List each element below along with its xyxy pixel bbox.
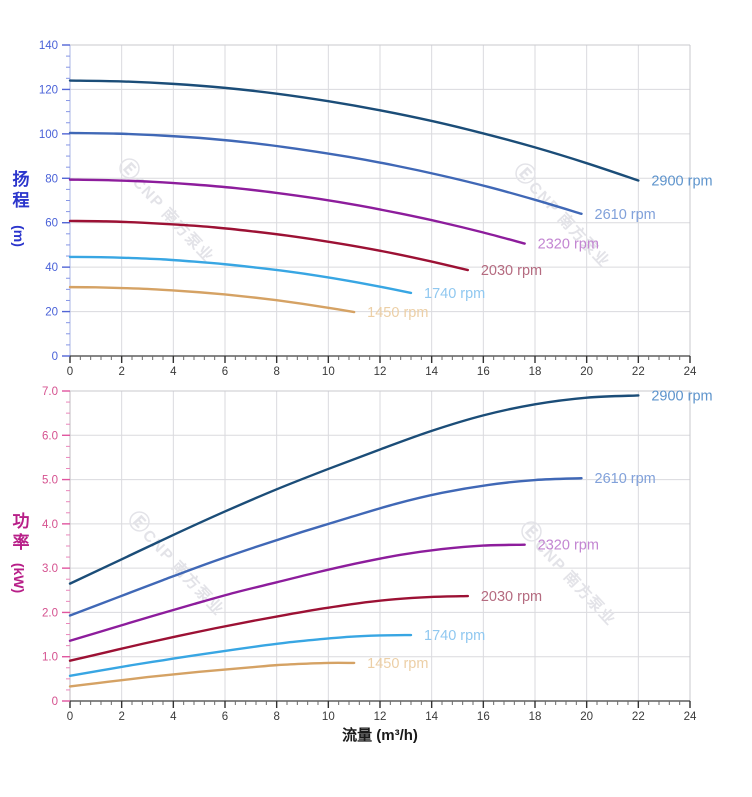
x-tick-label: 14	[425, 366, 438, 378]
series-label-1740-rpm: 1740 rpm	[424, 286, 485, 302]
series-label-2320-rpm: 2320 rpm	[538, 538, 599, 554]
x-tick-label: 18	[529, 366, 542, 378]
y-tick-label: 3.0	[42, 563, 58, 575]
flow-axis-title: 流量 (m³/h)	[342, 727, 418, 744]
x-tick-label: 12	[374, 366, 387, 378]
series-label-2610-rpm: 2610 rpm	[595, 471, 656, 487]
curve-1450-rpm	[68, 661, 356, 688]
curve-1740-rpm	[68, 633, 413, 677]
y-tick-label: 2.0	[42, 607, 58, 619]
curve-2030-rpm	[68, 594, 470, 662]
x-tick-label: 6	[222, 711, 228, 723]
x-tick-label: 24	[684, 366, 697, 378]
series-label-2320-rpm: 2320 rpm	[538, 237, 599, 253]
x-tick-label: 6	[222, 366, 228, 378]
series-label-2610-rpm: 2610 rpm	[595, 207, 656, 223]
series-label-2900-rpm: 2900 rpm	[651, 388, 712, 404]
curve-2320-rpm	[68, 178, 526, 245]
series-label-2030-rpm: 2030 rpm	[481, 589, 542, 605]
x-tick-label: 20	[580, 711, 593, 723]
y-tick-label: 80	[45, 173, 58, 185]
power-axis-title: 功率 (kW)	[4, 512, 34, 593]
x-tick-label: 0	[67, 711, 73, 723]
curve-2610-rpm	[68, 477, 583, 617]
x-tick-label: 14	[425, 711, 438, 723]
x-tick-label: 12	[374, 711, 387, 723]
y-tick-label: 0	[52, 351, 58, 363]
curve-2320-rpm	[68, 543, 526, 642]
x-tick-label: 16	[477, 711, 490, 723]
curve-2610-rpm	[68, 131, 583, 216]
y-tick-label: 100	[39, 129, 58, 141]
y-tick-label: 6.0	[42, 430, 58, 442]
series-label-2900-rpm: 2900 rpm	[651, 174, 712, 190]
cnp-watermark: ⒺCNP 南方泵业	[515, 516, 623, 630]
x-tick-label: 22	[632, 366, 645, 378]
x-tick-label: 2	[118, 711, 124, 723]
y-tick-label: 5.0	[42, 475, 58, 487]
x-tick-label: 10	[322, 366, 335, 378]
curve-2030-rpm	[68, 219, 470, 272]
y-tick-label: 120	[39, 84, 58, 96]
curve-1450-rpm	[68, 285, 356, 314]
y-tick-label: 0	[52, 696, 58, 708]
curve-1740-rpm	[68, 255, 413, 295]
y-tick-label: 4.0	[42, 519, 58, 531]
cnp-watermark-text: CNP 南方泵业	[525, 177, 614, 271]
x-tick-label: 8	[273, 366, 279, 378]
power-axis-title-text: 功率	[9, 512, 29, 554]
x-tick-label: 16	[477, 366, 490, 378]
x-tick-label: 22	[632, 711, 645, 723]
x-tick-label: 0	[67, 366, 73, 378]
head-axis-title: 扬程 (m)	[4, 170, 34, 247]
x-tick-label: 10	[322, 711, 335, 723]
head-axis-unit: (m)	[11, 225, 27, 247]
y-tick-label: 140	[39, 40, 58, 52]
x-tick-label: 4	[170, 711, 177, 723]
series-label-1450-rpm: 1450 rpm	[367, 305, 428, 321]
x-tick-label: 4	[170, 366, 177, 378]
x-tick-label: 24	[684, 711, 697, 723]
x-tick-label: 20	[580, 366, 593, 378]
power-axis-unit: (kW)	[11, 562, 28, 594]
y-tick-label: 40	[45, 262, 58, 274]
y-tick-label: 7.0	[42, 386, 58, 398]
series-label-1450-rpm: 1450 rpm	[367, 656, 428, 672]
series-label-1740-rpm: 1740 rpm	[424, 628, 485, 644]
y-tick-label: 20	[45, 307, 58, 319]
y-tick-label: 60	[45, 218, 58, 230]
y-tick-label: 1.0	[42, 652, 58, 664]
x-tick-label: 8	[273, 711, 279, 723]
x-tick-label: 2	[118, 366, 124, 378]
series-label-2030-rpm: 2030 rpm	[481, 263, 542, 279]
head-axis-title-text: 扬程	[9, 170, 29, 212]
cnp-watermark: ⒺCNP 南方泵业	[113, 153, 221, 267]
x-tick-label: 18	[529, 711, 542, 723]
curve-2900-rpm	[68, 79, 640, 182]
curve-2900-rpm	[68, 394, 640, 585]
